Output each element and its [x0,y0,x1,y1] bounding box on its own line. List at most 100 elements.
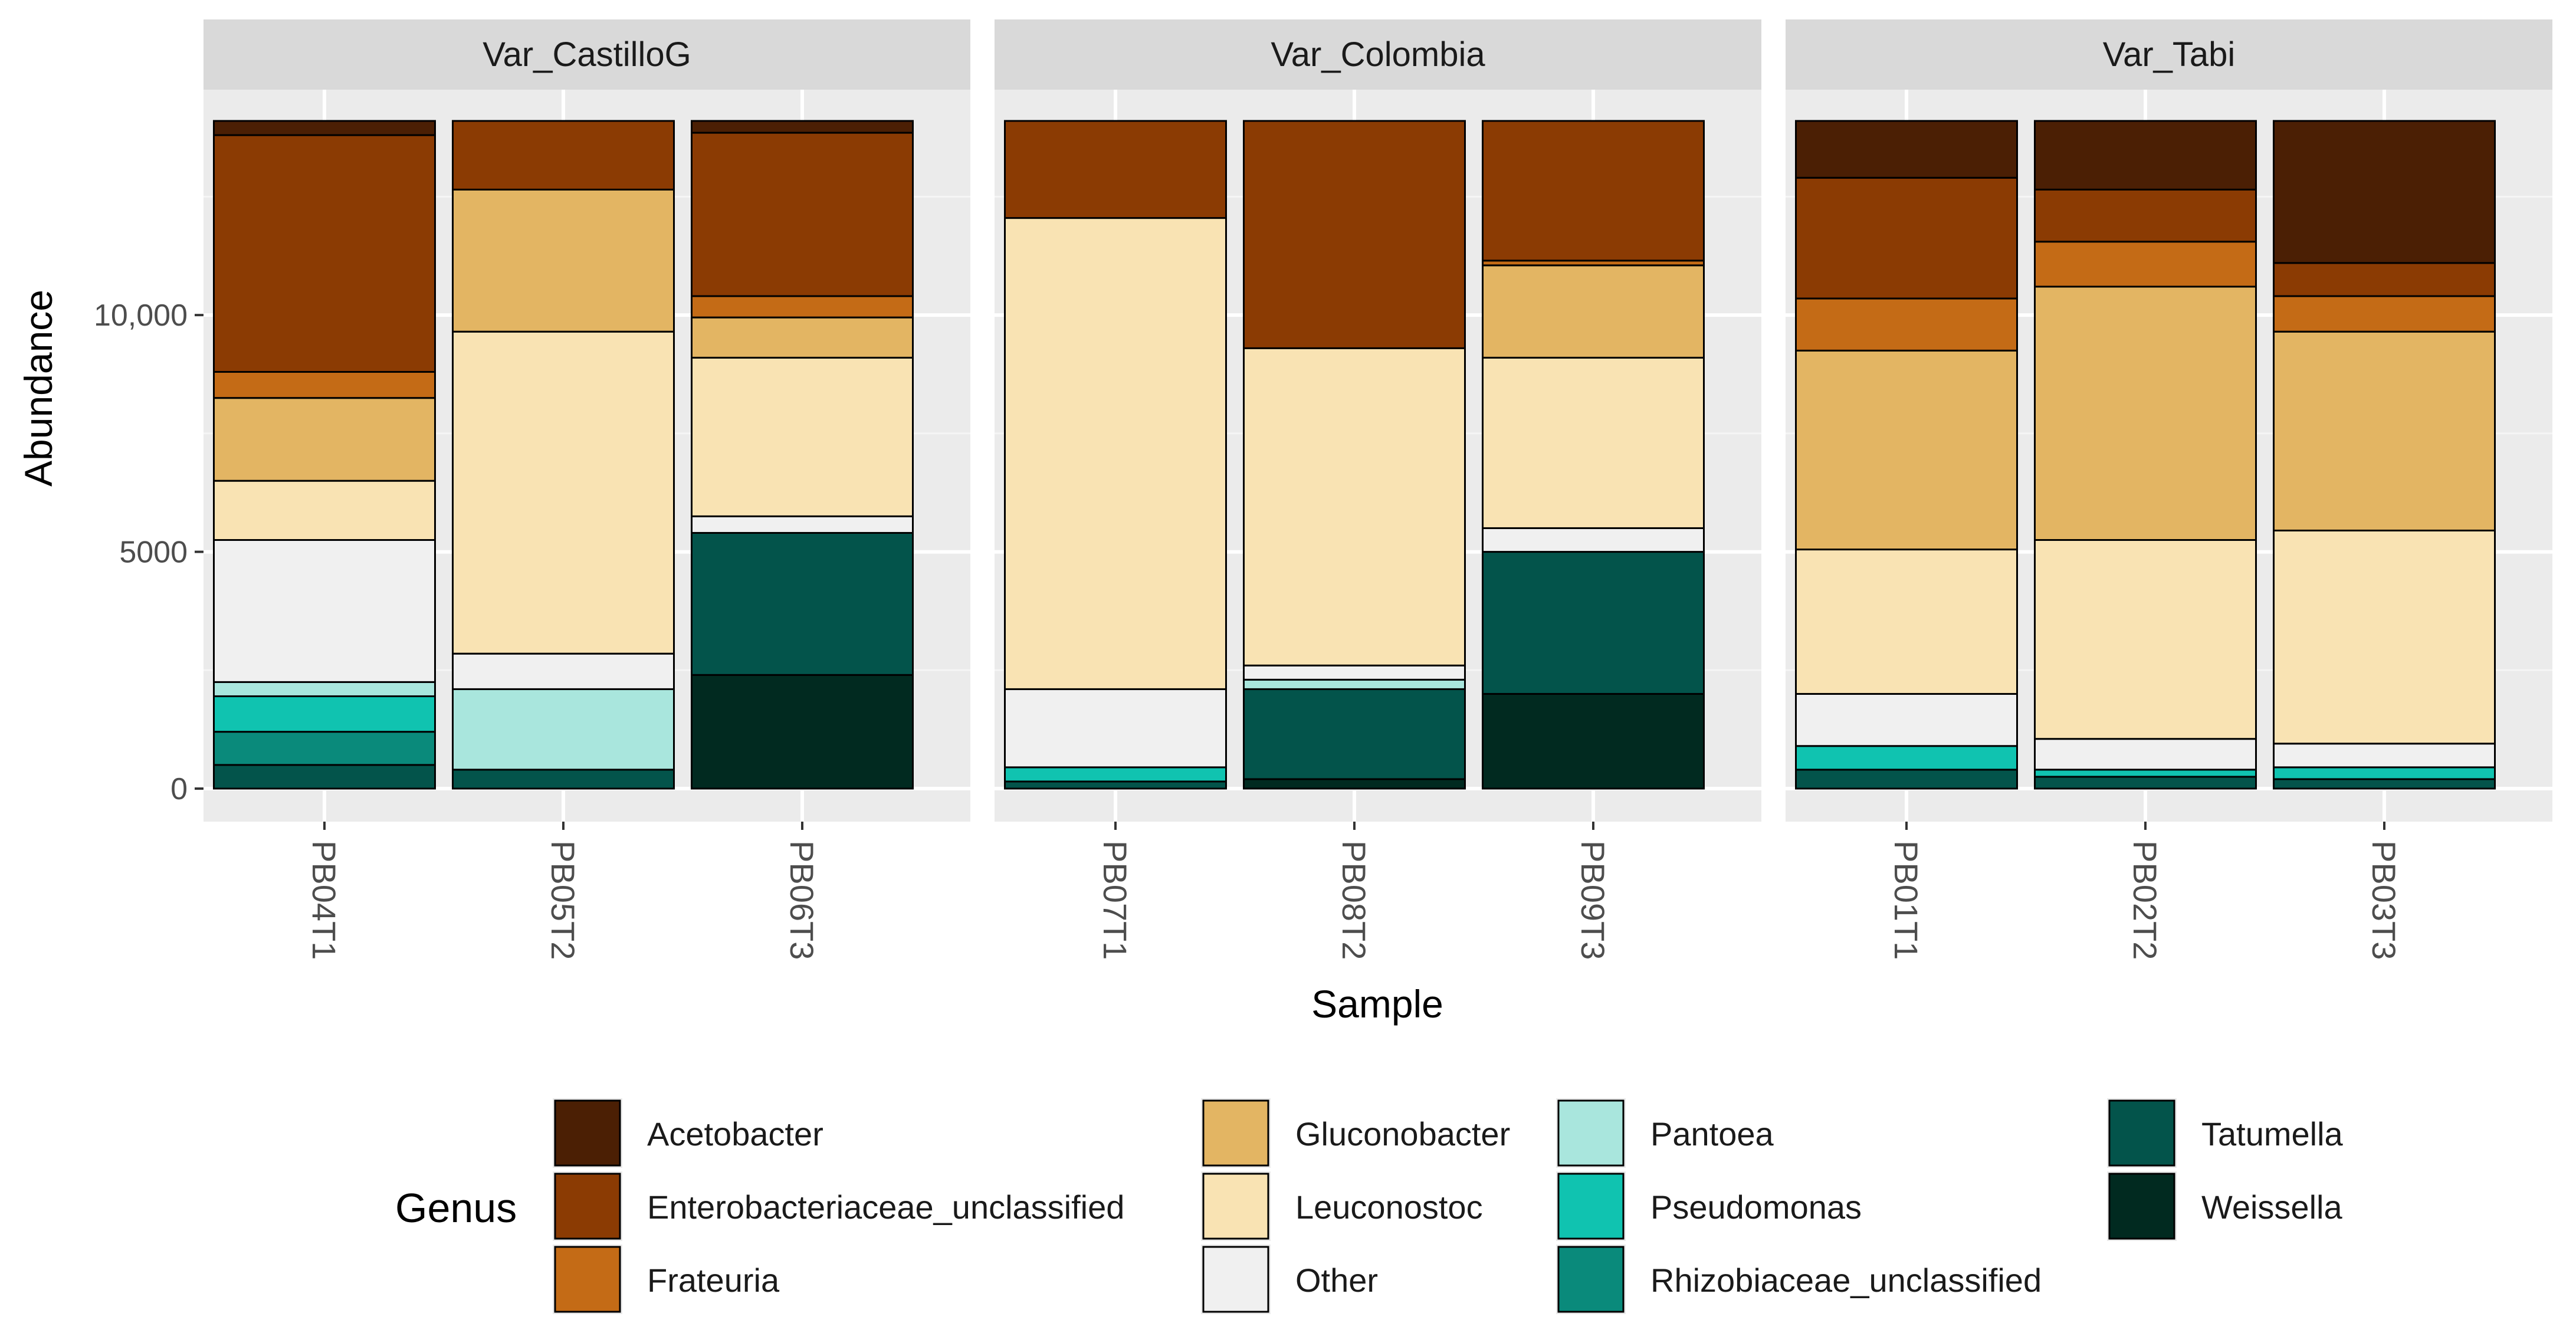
y-axis: 0 5000 10,000 [94,298,204,806]
bar-segment-enterobacteriaceae-unclassified [2273,262,2496,297]
bar-segment-tatumella [2034,776,2257,790]
legend-swatch [554,1099,621,1167]
bar-segment-other [1004,688,1227,769]
y-tick-label: 5000 [119,536,188,570]
x-tick-label: PB04T1 [306,840,343,960]
legend-swatch [554,1173,621,1240]
legend-item-weissella: Weissella [2107,1171,2342,1241]
bar-segment-enterobacteriaceae-unclassified [691,132,914,297]
facet-panel: Var_Colombia PB07T1 PB08T2 PB09T3 [995,19,1761,960]
legend-label: Pantoea [1650,1115,1774,1153]
bar-segment-leuconostoc [452,330,675,655]
bar-segment-pantoea [1243,678,1466,690]
bar-segment-leuconostoc [1004,217,1227,690]
legend-item-acetobacter: Acetobacter [553,1098,823,1168]
bar-segment-rhizobiaceae-unclassified [213,731,436,766]
facet-strip [995,19,1761,90]
bar-segment-weissella [1243,778,1466,790]
legend-label: Pseudomonas [1650,1188,1862,1226]
bar-segment-other [213,539,436,683]
x-tick-label: PB08T2 [1335,840,1373,960]
bar-segment-other [452,652,675,690]
bar-segment-gluconobacter [1795,349,2018,551]
facet-strip-label: Var_CastilloG [483,35,691,74]
bar-segment-leuconostoc [691,356,914,517]
legend-item-other: Other [1201,1245,1378,1314]
bar-segment-enterobacteriaceae-unclassified [2034,188,2257,243]
bar-segment-tatumella [691,531,914,676]
x-tick-label: PB02T2 [2127,840,2164,960]
x-tick-label: PB01T1 [1888,840,1925,960]
stacked-bar [2034,120,2257,790]
bar-segment-pantoea [452,688,675,771]
bar-segment-pantoea [213,681,436,697]
legend-swatch [1557,1099,1625,1167]
bar-segment-frateuria [2034,241,2257,288]
stacked-bar [691,120,914,790]
bar-segment-tatumella [1482,551,1705,695]
legend-label: Acetobacter [647,1115,823,1153]
stacked-bar [1795,120,2018,790]
legend-label: Weissella [2201,1188,2342,1226]
stacked-bar [2273,120,2496,790]
bar-segment-pseudomonas [2034,769,2257,778]
facet-panel: Var_Tabi PB01T1 PB02T2 PB03T3 [1786,19,2552,960]
bar-segment-enterobacteriaceae-unclassified [1795,176,2018,300]
legend-label: Enterobacteriaceae_unclassified [647,1188,1124,1226]
bar-segment-other [2273,743,2496,769]
legend-swatch [554,1246,621,1313]
bar-segment-leuconostoc [1482,356,1705,529]
legend-item-rhizobiaceae-unclassified: Rhizobiaceae_unclassified [1556,1245,2042,1314]
bar-segment-enterobacteriaceae-unclassified [213,134,436,373]
facet-strip [1786,19,2552,90]
x-axis-label: Sample [1311,982,1443,1026]
y-tick-label: 10,000 [94,298,188,333]
bar-segment-gluconobacter [213,397,436,482]
bar-segment-acetobacter [213,120,436,136]
bar-segment-tatumella [1795,769,2018,790]
bar-segment-pseudomonas [213,695,436,733]
bar-segment-gluconobacter [2273,330,2496,531]
bar-segment-leuconostoc [1795,549,2018,695]
bar-segment-pseudomonas [1004,766,1227,783]
facet-strip-label: Var_Tabi [2103,35,2236,74]
y-axis-label: Abundance [17,290,60,487]
stacked-bar [452,120,675,790]
bar-segment-other [2034,738,2257,771]
bar-segment-tatumella [2273,778,2496,790]
bar-segment-acetobacter [2273,120,2496,264]
bar-segment-gluconobacter [1482,264,1705,359]
legend: Genus Acetobacter Enterobacteriaceae_uncl… [395,1098,2344,1314]
legend-label: Frateuria [647,1262,780,1299]
x-tick-label: PB03T3 [2365,840,2403,960]
bar-segment-leuconostoc [213,480,436,541]
bar-segment-enterobacteriaceae-unclassified [452,120,675,191]
bar-segment-gluconobacter [2034,285,2257,541]
x-tick-label: PB05T2 [544,840,582,960]
bar-segment-acetobacter [1795,120,2018,179]
legend-item-enterobacteriaceae-unclassified: Enterobacteriaceae_unclassified [553,1171,1124,1241]
legend-item-leuconostoc: Leuconostoc [1201,1171,1483,1241]
x-tick-label: PB09T3 [1574,840,1612,960]
bar-segment-frateuria [1795,297,2018,352]
bar-segment-tatumella [1243,688,1466,780]
bar-segment-tatumella [213,764,436,790]
legend-label: Leuconostoc [1295,1188,1483,1226]
facet-panel: Var_CastilloG PB04T1 PB05T2 PB06T3 [204,19,970,960]
bar-segment-leuconostoc [1243,347,1466,666]
legend-swatch [2108,1099,2175,1167]
legend-swatch [1202,1173,1269,1240]
bar-segment-weissella [691,674,914,790]
bar-segment-leuconostoc [2034,539,2257,740]
legend-swatch [1202,1099,1269,1167]
bar-segment-enterobacteriaceae-unclassified [1243,120,1466,349]
bar-segment-other [691,515,914,534]
legend-label: Other [1295,1262,1378,1299]
bar-segment-tatumella [452,769,675,790]
bar-segment-other [1482,527,1705,553]
bar-segment-enterobacteriaceae-unclassified [1004,120,1227,219]
bar-segment-acetobacter [2034,120,2257,191]
bar-segment-pseudomonas [1795,745,2018,771]
bar-segment-acetobacter [691,120,914,134]
x-tick-label: PB07T1 [1097,840,1134,960]
